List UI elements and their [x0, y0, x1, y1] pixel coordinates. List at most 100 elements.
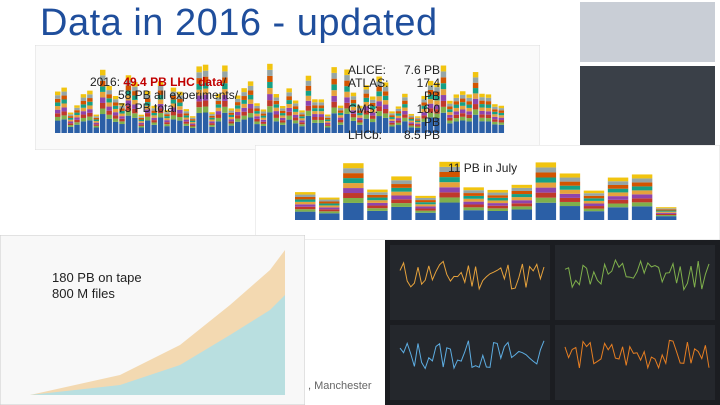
decor-bar [228, 123, 235, 126]
decor-bar [254, 116, 260, 119]
decor-bar [350, 117, 357, 121]
decor-bar [319, 205, 340, 208]
decor-bar [132, 91, 138, 96]
decor-bar [453, 104, 460, 108]
decor-bar [119, 124, 125, 133]
decor-bar [350, 110, 357, 114]
decor-bar [376, 86, 382, 92]
decor-bar [350, 92, 357, 97]
decor-bar [427, 99, 434, 104]
decor-bar [196, 83, 202, 90]
decor-bar [151, 108, 157, 111]
decor-bar [235, 105, 241, 109]
decor-line [564, 258, 710, 292]
decor-bar [427, 108, 434, 113]
decor-bar [299, 126, 305, 133]
decor-bar [273, 114, 280, 118]
decor-bar [235, 118, 241, 122]
decor-bar [74, 112, 80, 116]
decor-bar [395, 111, 402, 114]
decor-bar [215, 114, 222, 118]
decor-bar [382, 100, 389, 105]
decor-bar [299, 112, 305, 115]
decor-bar [511, 194, 533, 198]
decor-bar [125, 85, 132, 91]
decor-bar [183, 109, 190, 112]
decor-bar [607, 192, 629, 197]
decor-bar [453, 107, 460, 112]
decor-bar [331, 78, 337, 85]
decor-bar [61, 91, 67, 96]
decor-bar [607, 203, 629, 208]
decor-bar [631, 178, 653, 183]
decor-bar [492, 111, 498, 115]
decor-bar [67, 114, 74, 117]
decor-bar [61, 87, 67, 92]
decor-bar [157, 90, 164, 95]
decor-bar [215, 107, 222, 112]
decor-bar [87, 112, 93, 117]
decor-bar [318, 119, 325, 123]
decor-bar [183, 113, 190, 116]
decor-bar [305, 110, 312, 116]
decor-bar [485, 104, 492, 108]
decor-bar [382, 91, 389, 96]
decor-bar [447, 109, 453, 113]
decor-bar [157, 99, 164, 104]
decor-bar [132, 99, 138, 105]
decor-bar [170, 95, 177, 100]
note-text: 180 PB on tape [52, 270, 142, 285]
decor-bar [292, 120, 299, 124]
decor-bar [80, 111, 87, 115]
area [30, 295, 285, 395]
decor-bar [370, 99, 376, 103]
decor-bar [112, 118, 119, 122]
decor-bar [487, 195, 508, 198]
decor-bar [485, 107, 492, 112]
decor-bar [376, 106, 382, 112]
decor-bar [498, 122, 505, 125]
decor-bar [138, 116, 145, 118]
decor-bar [87, 101, 93, 106]
decor-bar [487, 205, 508, 209]
panel [555, 245, 715, 320]
decor-bar [106, 85, 112, 91]
decor-bar [119, 108, 125, 111]
decor-bar [472, 88, 479, 94]
decor-bar [607, 184, 629, 189]
decor-bar [472, 77, 479, 83]
decor-bar [376, 81, 382, 87]
datacenter-photos [580, 2, 715, 148]
decor-bar [453, 114, 460, 119]
decor-bar [487, 208, 508, 211]
decor-bar [535, 167, 557, 173]
decor-bar [408, 118, 415, 121]
decor-bar [106, 110, 112, 115]
decor-bar [463, 193, 484, 196]
decor-bar [498, 120, 505, 123]
decor-bar [382, 113, 389, 118]
decor-bar [415, 123, 421, 126]
decor-bar [421, 105, 427, 109]
decor-bar [100, 108, 106, 115]
decor-bar [447, 112, 453, 115]
decor-bar [466, 101, 472, 105]
decor-bar [382, 104, 389, 109]
decor-bar [463, 195, 484, 199]
decor-bar [196, 66, 202, 73]
decor-bar [363, 97, 370, 102]
decor-bar [389, 120, 395, 123]
decor-bar [222, 77, 228, 84]
decor-bar [559, 197, 581, 202]
decor-bar [391, 180, 412, 185]
decor-bar [402, 97, 408, 101]
decor-bar [357, 122, 363, 125]
decor-bar [132, 82, 138, 87]
decor-bar [286, 100, 292, 104]
decor-bar [415, 125, 421, 127]
decor-bar [241, 96, 247, 100]
decor-bar [209, 124, 215, 127]
decor-bar [164, 112, 170, 115]
decor-bar [440, 65, 447, 72]
decor-bar [453, 97, 460, 102]
